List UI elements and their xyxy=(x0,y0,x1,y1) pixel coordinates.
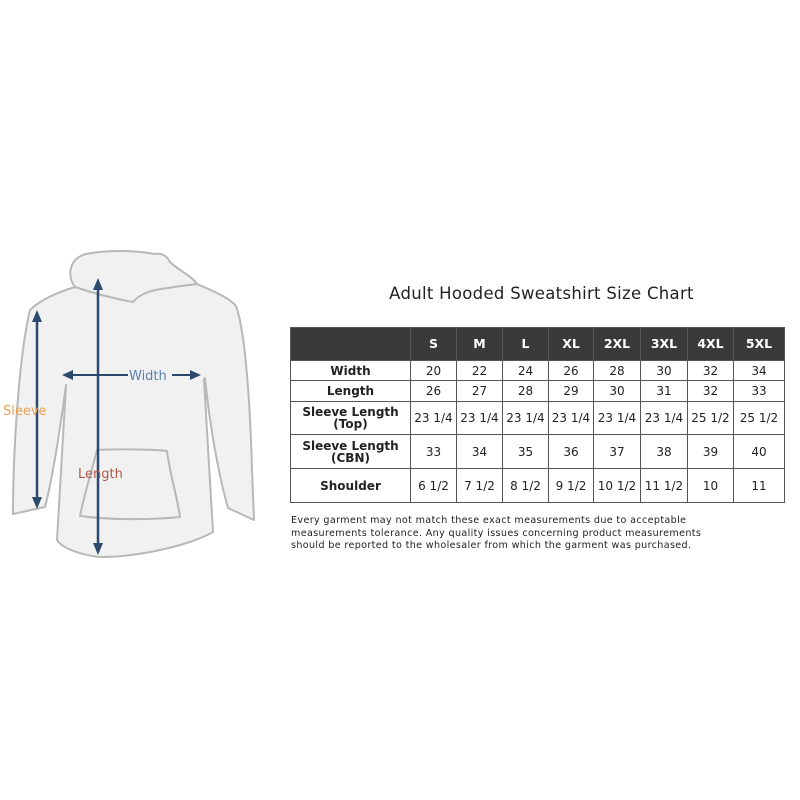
table-cell: 10 1/2 xyxy=(593,468,641,503)
row-label: Sleeve Length (Top) xyxy=(290,401,411,435)
table-cell: 23 1/4 xyxy=(640,401,688,435)
table-row: Length 26 27 28 29 30 31 32 33 xyxy=(290,380,785,402)
length-arrow xyxy=(93,278,103,555)
table-cell: 28 xyxy=(502,380,549,402)
sleeve-label: Sleeve xyxy=(3,404,47,419)
size-header: S xyxy=(410,327,457,361)
size-table: S M L XL 2XL 3XL 4XL 5XL Width 20 22 24 26 28… xyxy=(290,327,785,503)
size-header: XL xyxy=(548,327,594,361)
table-cell: 11 xyxy=(733,468,785,503)
row-label: Width xyxy=(290,360,411,381)
length-label: Length xyxy=(78,467,123,482)
table-cell: 10 xyxy=(687,468,734,503)
table-cell: 8 1/2 xyxy=(502,468,549,503)
row-label: Shoulder xyxy=(290,468,411,503)
table-cell: 23 1/4 xyxy=(410,401,457,435)
size-header: 5XL xyxy=(733,327,785,361)
size-header: 4XL xyxy=(687,327,734,361)
table-cell: 24 xyxy=(502,360,549,381)
size-header: 2XL xyxy=(593,327,641,361)
size-header-row: S M L XL 2XL 3XL 4XL 5XL xyxy=(290,327,785,361)
size-header: M xyxy=(456,327,503,361)
table-row: Shoulder 6 1/2 7 1/2 8 1/2 9 1/2 10 1/2 11 1/2… xyxy=(290,468,785,503)
table-cell: 9 1/2 xyxy=(548,468,594,503)
table-row: Sleeve Length (Top) 23 1/4 23 1/4 23 1/4 23 … xyxy=(290,401,785,435)
table-cell: 31 xyxy=(640,380,688,402)
table-row: Width 20 22 24 26 28 30 32 34 xyxy=(290,360,785,381)
width-label: Width xyxy=(129,369,167,384)
hoodie-outline xyxy=(12,249,255,558)
table-cell: 30 xyxy=(593,380,641,402)
table-cell: 30 xyxy=(640,360,688,381)
table-cell: 37 xyxy=(593,434,641,469)
table-cell: 39 xyxy=(687,434,734,469)
table-cell: 23 1/4 xyxy=(593,401,641,435)
table-cell: 23 1/4 xyxy=(456,401,503,435)
size-header: L xyxy=(502,327,549,361)
corner-cell xyxy=(290,327,411,361)
disclaimer-note: Every garment may not match these exact … xyxy=(291,515,702,551)
table-cell: 29 xyxy=(548,380,594,402)
table-cell: 36 xyxy=(548,434,594,469)
chart-title: Adult Hooded Sweatshirt Size Chart xyxy=(389,284,694,303)
hoodie-diagram: Width Sleeve Length xyxy=(3,249,255,558)
table-cell: 28 xyxy=(593,360,641,381)
table-cell: 26 xyxy=(410,380,457,402)
table-cell: 20 xyxy=(410,360,457,381)
table-cell: 34 xyxy=(733,360,785,381)
width-arrow xyxy=(62,370,201,380)
table-cell: 32 xyxy=(687,360,734,381)
table-cell: 25 1/2 xyxy=(687,401,734,435)
table-cell: 38 xyxy=(640,434,688,469)
size-header: 3XL xyxy=(640,327,688,361)
table-cell: 27 xyxy=(456,380,503,402)
table-cell: 7 1/2 xyxy=(456,468,503,503)
table-cell: 23 1/4 xyxy=(548,401,594,435)
table-cell: 35 xyxy=(502,434,549,469)
table-cell: 25 1/2 xyxy=(733,401,785,435)
table-cell: 6 1/2 xyxy=(410,468,457,503)
row-label: Sleeve Length (CBN) xyxy=(290,434,411,469)
table-cell: 33 xyxy=(733,380,785,402)
sleeve-arrow xyxy=(32,310,42,509)
table-cell: 22 xyxy=(456,360,503,381)
table-cell: 34 xyxy=(456,434,503,469)
table-cell: 11 1/2 xyxy=(640,468,688,503)
table-cell: 33 xyxy=(410,434,457,469)
table-cell: 26 xyxy=(548,360,594,381)
row-label: Length xyxy=(290,380,411,402)
table-cell: 40 xyxy=(733,434,785,469)
table-row: Sleeve Length (CBN) 33 34 35 36 37 38 39 40 xyxy=(290,434,785,469)
table-cell: 32 xyxy=(687,380,734,402)
table-cell: 23 1/4 xyxy=(502,401,549,435)
